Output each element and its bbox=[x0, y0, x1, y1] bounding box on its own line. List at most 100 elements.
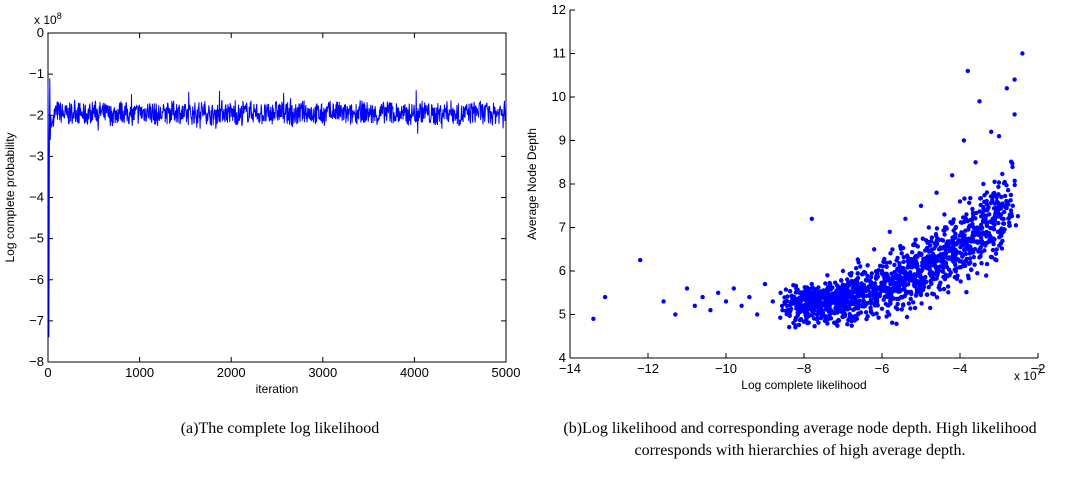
scatter-points bbox=[591, 51, 1025, 330]
scatter-point bbox=[875, 274, 880, 279]
scatter-point bbox=[954, 242, 959, 247]
scatter-point bbox=[976, 231, 982, 236]
y-tick-label: 7 bbox=[559, 220, 566, 235]
scatter-point bbox=[825, 321, 830, 326]
scatter-point bbox=[911, 300, 916, 305]
x-tick-label: −2 bbox=[1031, 361, 1046, 376]
scatter-point bbox=[881, 297, 886, 302]
scatter-point bbox=[926, 263, 931, 269]
scatter-point bbox=[852, 306, 857, 312]
scatter-point bbox=[1008, 208, 1014, 213]
scatter-point bbox=[837, 305, 842, 310]
scatter-point bbox=[863, 270, 868, 275]
scatter-point bbox=[796, 308, 802, 314]
scatter-point bbox=[862, 303, 868, 309]
scatter-point bbox=[884, 260, 889, 265]
scatter-point bbox=[826, 297, 831, 303]
scatter-point bbox=[957, 199, 963, 204]
scatter-point bbox=[865, 273, 870, 279]
y-axis-label: Log complete probability bbox=[3, 132, 17, 262]
scatter-point bbox=[833, 300, 838, 306]
scatter-point bbox=[903, 216, 908, 221]
scatter-point bbox=[982, 193, 987, 198]
scatter-point bbox=[845, 304, 850, 310]
scatter-point bbox=[840, 301, 845, 307]
scatter-point bbox=[846, 317, 851, 323]
scatter-point bbox=[847, 312, 852, 317]
scatter-point bbox=[928, 305, 933, 311]
scatter-point bbox=[938, 264, 943, 269]
scatter-point bbox=[868, 280, 874, 285]
scatter-point bbox=[864, 316, 869, 322]
scatter-point bbox=[810, 303, 816, 309]
scatter-point bbox=[984, 261, 990, 267]
scatter-point bbox=[966, 224, 972, 230]
scatter-point bbox=[991, 236, 996, 241]
scatter-point bbox=[789, 293, 794, 298]
scatter-point bbox=[987, 239, 992, 244]
scatter-point bbox=[964, 241, 969, 246]
scatter-point bbox=[1012, 178, 1017, 183]
scatter-point bbox=[872, 247, 877, 252]
scatter-point bbox=[992, 190, 997, 196]
x-tick-label: 2000 bbox=[217, 365, 246, 380]
scatter-point bbox=[964, 290, 969, 295]
scatter-point bbox=[810, 308, 815, 313]
scatter-point bbox=[950, 173, 955, 178]
scatter-point bbox=[939, 252, 944, 257]
scatter-point bbox=[1012, 77, 1017, 82]
x-tick-label: −8 bbox=[797, 361, 812, 376]
scatter-point bbox=[863, 278, 869, 283]
scatter-point bbox=[984, 202, 989, 207]
scatter-point bbox=[940, 269, 946, 274]
scatter-point bbox=[1010, 161, 1015, 166]
scatter-point bbox=[918, 203, 924, 208]
scatter-point bbox=[885, 290, 891, 295]
scatter-point bbox=[827, 314, 833, 320]
x-axis-label: iteration bbox=[256, 382, 299, 396]
scatter-point bbox=[1009, 211, 1014, 216]
scatter-point bbox=[895, 301, 900, 307]
scatter-point bbox=[858, 310, 864, 315]
scatter-point bbox=[811, 289, 816, 295]
scatter-point bbox=[984, 198, 989, 204]
scatter-point bbox=[981, 216, 986, 221]
scatter-point bbox=[961, 219, 967, 225]
scatter-point bbox=[988, 200, 994, 206]
scatter-point bbox=[837, 299, 842, 304]
scatter-point bbox=[787, 324, 792, 330]
y-tick-label: 0 bbox=[37, 25, 44, 40]
scatter-point bbox=[966, 276, 971, 281]
scatter-point bbox=[875, 292, 880, 297]
scatter-chart-node-depth: −14 −12 −10 −8 −6 −4 −2 4 5 6 7 8 9 10 11 12 Log complet… bbox=[525, 2, 1046, 392]
scatter-point bbox=[928, 243, 933, 248]
scatter-point bbox=[989, 255, 995, 260]
scatter-point bbox=[1007, 223, 1012, 228]
scatter-point bbox=[958, 220, 964, 225]
scatter-point bbox=[747, 294, 752, 300]
scatter-point bbox=[948, 270, 953, 275]
scatter-point bbox=[900, 294, 905, 300]
scatter-point bbox=[924, 260, 929, 266]
scatter-point bbox=[978, 196, 984, 201]
scatter-point bbox=[1013, 223, 1019, 228]
scatter-point bbox=[793, 290, 799, 295]
scatter-point bbox=[822, 295, 827, 301]
scatter-point bbox=[960, 215, 966, 220]
scatter-point bbox=[980, 241, 985, 247]
scatter-point bbox=[856, 306, 861, 311]
scatter-point bbox=[986, 205, 991, 211]
scatter-point bbox=[863, 287, 868, 292]
scatter-point bbox=[661, 299, 666, 304]
scatter-point bbox=[992, 179, 997, 184]
scatter-point bbox=[1008, 192, 1014, 198]
y-tick-label: 6 bbox=[559, 263, 566, 278]
scatter-point bbox=[991, 241, 996, 247]
scatter-point bbox=[1000, 171, 1005, 177]
scatter-point bbox=[984, 273, 989, 278]
y-tick-label: 5 bbox=[559, 307, 566, 322]
scatter-point bbox=[855, 275, 861, 281]
scatter-point bbox=[731, 286, 736, 291]
scatter-point bbox=[901, 277, 906, 282]
